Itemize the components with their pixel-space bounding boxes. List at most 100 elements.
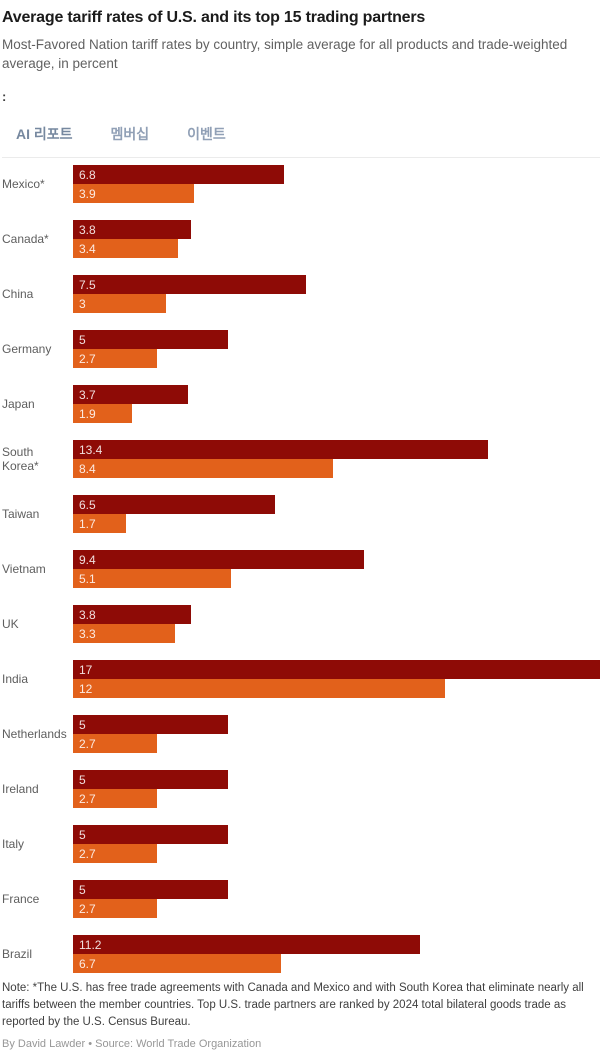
bar-value-label: 2.7 — [79, 846, 96, 861]
bar-value-label: 5 — [79, 827, 86, 842]
chart-row: South Korea* 13.4 8.4 — [2, 440, 600, 478]
bar-value-label: 3 — [79, 296, 86, 311]
trade-weighted-bar: 1.9 — [73, 404, 132, 423]
trade-weighted-bar: 2.7 — [73, 734, 157, 753]
country-label: Italy — [2, 837, 25, 851]
trade-weighted-bar: 3.9 — [73, 184, 194, 203]
bar-group: 9.4 5.1 — [73, 550, 600, 588]
chart-row: China 7.5 3 — [2, 275, 600, 313]
tab-events[interactable]: 이벤트 — [187, 126, 226, 142]
simple-average-bar: 6.8 — [73, 165, 284, 184]
country-label: UK — [2, 617, 19, 631]
bar-group: 5 2.7 — [73, 825, 600, 863]
chart-row: Taiwan 6.5 1.7 — [2, 495, 600, 533]
bar-value-label: 3.7 — [79, 387, 96, 402]
bar-value-label: 2.7 — [79, 791, 96, 806]
chart-byline: By David Lawder • Source: World Trade Or… — [2, 1038, 262, 1050]
bar-value-label: 1.9 — [79, 406, 96, 421]
chart-footer: Note: *The U.S. has free trade agreement… — [2, 980, 600, 1050]
bar-value-label: 5 — [79, 332, 86, 347]
bar-value-label: 6.5 — [79, 497, 96, 512]
bar-group: 5 2.7 — [73, 330, 600, 368]
trade-weighted-bar: 3.3 — [73, 624, 176, 643]
bar-value-label: 3.8 — [79, 222, 96, 237]
simple-average-bar: 7.5 — [73, 275, 306, 294]
country-label: Netherlands — [2, 727, 67, 741]
trade-weighted-bar: 3.4 — [73, 239, 179, 258]
bar-group: 6.5 1.7 — [73, 495, 600, 533]
bar-value-label: 9.4 — [79, 552, 96, 567]
bar-group: 17 12 — [73, 660, 600, 698]
country-label: Mexico* — [2, 177, 45, 191]
country-label: South Korea* — [2, 445, 39, 473]
country-label: Canada* — [2, 232, 49, 246]
country-label: France — [2, 892, 40, 906]
bar-value-label: 11.2 — [79, 937, 102, 952]
chart-row: India 17 12 — [2, 660, 600, 698]
trade-weighted-bar: 1.7 — [73, 514, 126, 533]
tab-membership[interactable]: 멤버십 — [110, 126, 150, 142]
bar-value-label: 8.4 — [79, 461, 96, 476]
bar-group: 5 2.7 — [73, 880, 600, 918]
bar-value-label: 17 — [79, 662, 93, 677]
simple-average-bar: 5 — [73, 330, 228, 349]
trade-weighted-bar: 2.7 — [73, 789, 157, 808]
grouped-bar-chart: Mexico* 6.8 3.9 Canada* 3.8 3.4 China 7.5 3 Germa… — [2, 165, 600, 973]
truncated-text-colon: : — [2, 89, 7, 104]
bar-value-label: 2.7 — [79, 901, 96, 916]
bar-value-label: 5 — [79, 772, 86, 787]
chart-row: Vietnam 9.4 5.1 — [2, 550, 600, 588]
chart-row: Germany 5 2.7 — [2, 330, 600, 368]
page-title: Average tariff rates of U.S. and its top… — [2, 9, 426, 26]
bar-value-label: 3.4 — [79, 241, 96, 256]
tab-divider — [2, 157, 600, 158]
tab-bar: AI 리포트 멤버십 이벤트 — [16, 125, 600, 143]
country-label: Japan — [2, 397, 35, 411]
chart-row: Brazil 11.2 6.7 — [2, 935, 600, 973]
country-label: Taiwan — [2, 507, 40, 521]
simple-average-bar: 13.4 — [73, 440, 489, 459]
bar-group: 3.8 3.3 — [73, 605, 600, 643]
bar-value-label: 13.4 — [79, 442, 103, 457]
bar-value-label: 6.7 — [79, 956, 96, 971]
chart-header: Average tariff rates of U.S. and its top… — [2, 9, 600, 104]
bar-value-label: 3.3 — [79, 626, 96, 641]
trade-weighted-bar: 2.7 — [73, 844, 157, 863]
simple-average-bar: 5 — [73, 715, 228, 734]
bar-value-label: 7.5 — [79, 277, 96, 292]
chart-subtitle: Most-Favored Nation tariff rates by coun… — [2, 37, 568, 71]
bar-group: 6.8 3.9 — [73, 165, 600, 203]
trade-weighted-bar: 12 — [73, 679, 445, 698]
chart-row: Japan 3.7 1.9 — [2, 385, 600, 423]
bar-group: 5 2.7 — [73, 715, 600, 753]
chart-row: France 5 2.7 — [2, 880, 600, 918]
simple-average-bar: 5 — [73, 825, 228, 844]
chart-row: Italy 5 2.7 — [2, 825, 600, 863]
chart-row: Canada* 3.8 3.4 — [2, 220, 600, 258]
bar-value-label: 5 — [79, 717, 86, 732]
tab-ai-report[interactable]: AI 리포트 — [16, 126, 73, 142]
chart-row: Netherlands 5 2.7 — [2, 715, 600, 753]
bar-value-label: 2.7 — [79, 351, 96, 366]
chart-note: Note: *The U.S. has free trade agreement… — [2, 982, 584, 1028]
country-label: Ireland — [2, 782, 39, 796]
bar-value-label: 1.7 — [79, 516, 96, 531]
simple-average-bar: 11.2 — [73, 935, 421, 954]
trade-weighted-bar: 2.7 — [73, 349, 157, 368]
country-label: India — [2, 672, 29, 686]
simple-average-bar: 3.8 — [73, 605, 191, 624]
country-label: Vietnam — [2, 562, 46, 576]
simple-average-bar: 5 — [73, 770, 228, 789]
simple-average-bar: 9.4 — [73, 550, 365, 569]
simple-average-bar: 17 — [73, 660, 600, 679]
bar-group: 5 2.7 — [73, 770, 600, 808]
bar-value-label: 5 — [79, 882, 86, 897]
bar-value-label: 12 — [79, 681, 93, 696]
simple-average-bar: 3.8 — [73, 220, 191, 239]
bar-group: 13.4 8.4 — [73, 440, 600, 478]
chart-row: Ireland 5 2.7 — [2, 770, 600, 808]
bar-group: 11.2 6.7 — [73, 935, 600, 973]
bar-value-label: 3.9 — [79, 186, 96, 201]
country-label: Brazil — [2, 947, 33, 961]
